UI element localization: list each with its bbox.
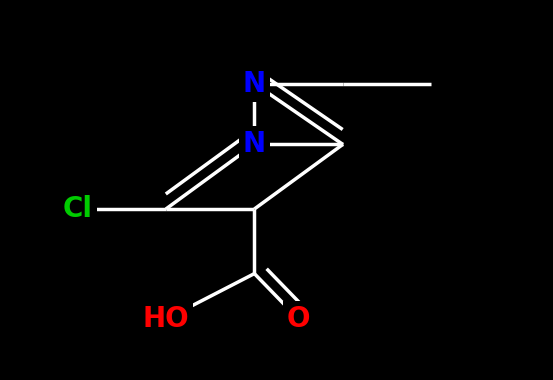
Text: O: O [287, 305, 310, 333]
Text: HO: HO [143, 305, 189, 333]
Text: N: N [243, 130, 266, 158]
Text: Cl: Cl [62, 195, 92, 223]
Text: N: N [243, 70, 266, 98]
